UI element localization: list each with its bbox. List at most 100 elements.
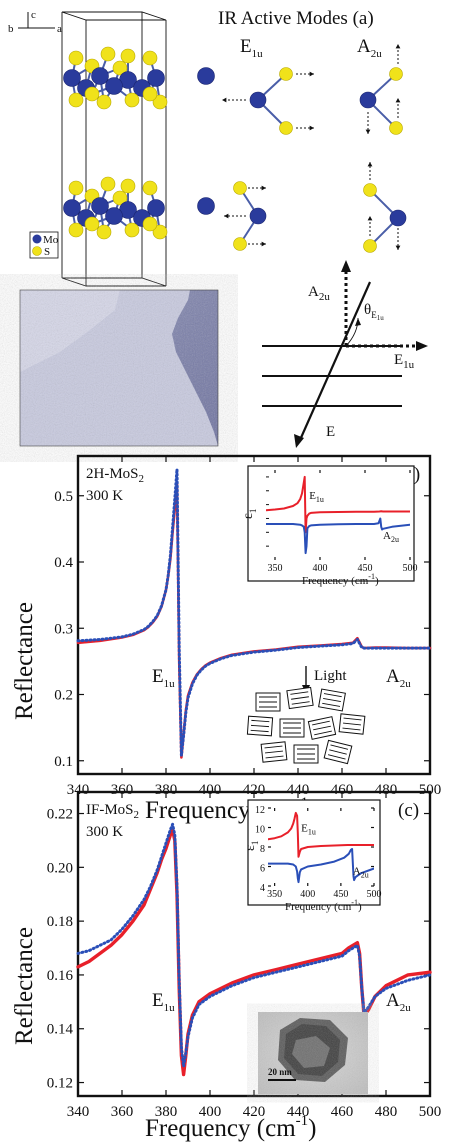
x-tick-label: 340 bbox=[67, 1104, 90, 1120]
x-tick-label: 500 bbox=[367, 889, 382, 900]
mo-atom bbox=[147, 199, 165, 217]
platelet-layer bbox=[265, 750, 283, 754]
platelet-layer bbox=[250, 729, 269, 733]
inset-frame bbox=[247, 799, 381, 906]
s-atom bbox=[68, 222, 84, 238]
platelet bbox=[323, 739, 353, 765]
platelet-layer bbox=[251, 719, 270, 723]
inset-label-a2u: A2u bbox=[353, 865, 369, 879]
mo-atom bbox=[91, 197, 109, 215]
panel-a: c b a Mo S IR Active Modes (a) E1u A2u bbox=[8, 8, 428, 448]
data-curve bbox=[266, 517, 410, 555]
panel-b-inset: 350 400 450 500 ε1 Frequency (cm-1) E1u A2u bbox=[241, 465, 418, 587]
panel-b: 340 360 380 400 420 440 460 480 500 0.1 0.2 0.3 0.4 0… bbox=[11, 454, 442, 824]
x-tick-label: 440 bbox=[287, 782, 310, 798]
y-tick-label: 0.20 bbox=[47, 860, 73, 876]
sample-label: 2H-MoS2 bbox=[86, 466, 144, 485]
platelet-layer bbox=[290, 691, 309, 695]
platelet bbox=[318, 688, 346, 712]
arrowhead bbox=[309, 125, 314, 131]
axis-b-label: b bbox=[8, 23, 14, 35]
panel-c-series bbox=[76, 822, 432, 1077]
s-atom bbox=[142, 86, 158, 102]
y-tick-label: 0.16 bbox=[47, 968, 74, 984]
geom-e-label: E bbox=[326, 424, 335, 440]
sample-photo bbox=[19, 289, 219, 447]
x-tick-label: 500 bbox=[419, 782, 442, 798]
s-atom bbox=[363, 183, 377, 197]
platelet bbox=[255, 692, 281, 712]
inset-x-label: Frequency (cm-1) bbox=[285, 898, 362, 913]
x-tick-label: 440 bbox=[287, 1104, 310, 1120]
platelet bbox=[246, 715, 274, 737]
panel-b-series bbox=[76, 467, 432, 759]
x-tick-label: 400 bbox=[199, 1104, 222, 1120]
y-tick-label: 0.18 bbox=[47, 914, 73, 930]
s-atom bbox=[68, 50, 84, 66]
y-tick-label: 10 bbox=[255, 825, 265, 836]
platelet-layer bbox=[343, 722, 361, 726]
inset-y-label: ε1 bbox=[243, 841, 260, 851]
platelet-layer bbox=[342, 727, 361, 731]
platelet-layer bbox=[329, 749, 347, 755]
x-tick-label: 350 bbox=[268, 563, 283, 574]
s-atom bbox=[68, 92, 84, 108]
panel-label: (c) bbox=[398, 800, 419, 821]
x-tick-label: 400 bbox=[199, 782, 222, 798]
axis-c-label: c bbox=[31, 9, 36, 21]
data-curve bbox=[268, 848, 374, 884]
panel-c-inset: 350 400 450 500 4 6 8 10 12 ε1 Frequency (cm-1) E1u… bbox=[243, 799, 382, 913]
axis-a-label: a bbox=[57, 23, 62, 35]
s-atom bbox=[84, 86, 100, 102]
y-tick-label: 0.12 bbox=[47, 1076, 73, 1092]
vibration-modes bbox=[222, 44, 407, 253]
x-tick-label: 400 bbox=[300, 889, 315, 900]
platelet bbox=[286, 686, 314, 710]
x-tick-label: 500 bbox=[419, 1104, 442, 1120]
platelet-layer bbox=[291, 701, 310, 705]
x-axis-label: Frequency (cm-1) bbox=[145, 1113, 316, 1142]
platelet-layer bbox=[327, 754, 346, 760]
x-tick-label: 420 bbox=[243, 782, 266, 798]
s-atom bbox=[84, 216, 100, 232]
y-tick-label: 12 bbox=[255, 805, 265, 816]
platelet bbox=[293, 744, 319, 764]
fit-curve bbox=[76, 467, 432, 757]
mo-atom bbox=[197, 67, 215, 85]
platelet-layer bbox=[265, 755, 284, 759]
arrowhead bbox=[395, 245, 401, 250]
platelet-layer bbox=[323, 693, 342, 698]
legend-mo-label: Mo bbox=[43, 234, 59, 246]
s-atom bbox=[68, 180, 84, 196]
y-tick-label: 6 bbox=[260, 864, 265, 875]
panel-a-title: IR Active Modes (a) bbox=[218, 8, 374, 29]
x-tick-label: 480 bbox=[375, 1104, 398, 1120]
mo-atom bbox=[105, 77, 123, 95]
scale-bar-label: 20 nm bbox=[268, 1067, 292, 1077]
fit-curve bbox=[76, 822, 432, 1068]
x-tick-label: 450 bbox=[333, 889, 348, 900]
s-atom bbox=[124, 222, 140, 238]
inset-x-label: Frequency (cm-1) bbox=[302, 572, 379, 587]
legend-s-dot bbox=[32, 246, 42, 256]
mo-atom bbox=[63, 199, 81, 217]
x-tick-label: 420 bbox=[243, 1104, 266, 1120]
inset-axes: 350 400 450 500 bbox=[268, 470, 418, 574]
platelet bbox=[307, 716, 337, 740]
mo-atom bbox=[359, 91, 377, 109]
x-tick-label: 350 bbox=[267, 889, 282, 900]
arrowhead bbox=[395, 98, 401, 103]
y-tick-label: 0.22 bbox=[47, 807, 73, 823]
peak-label-e1u: E1u bbox=[152, 666, 175, 690]
platelet bbox=[260, 741, 288, 763]
arrowhead bbox=[261, 241, 266, 247]
s-atom bbox=[233, 181, 247, 195]
arrowhead bbox=[367, 216, 373, 221]
mo-atom bbox=[105, 207, 123, 225]
s-atom bbox=[100, 176, 116, 192]
inset-label-a2u: A2u bbox=[383, 530, 399, 544]
platelet-layer bbox=[330, 744, 349, 750]
x-tick-label: 380 bbox=[155, 1104, 178, 1120]
geom-e1u-label: E1u bbox=[394, 352, 415, 371]
inset-label-e1u: E1u bbox=[301, 822, 316, 836]
